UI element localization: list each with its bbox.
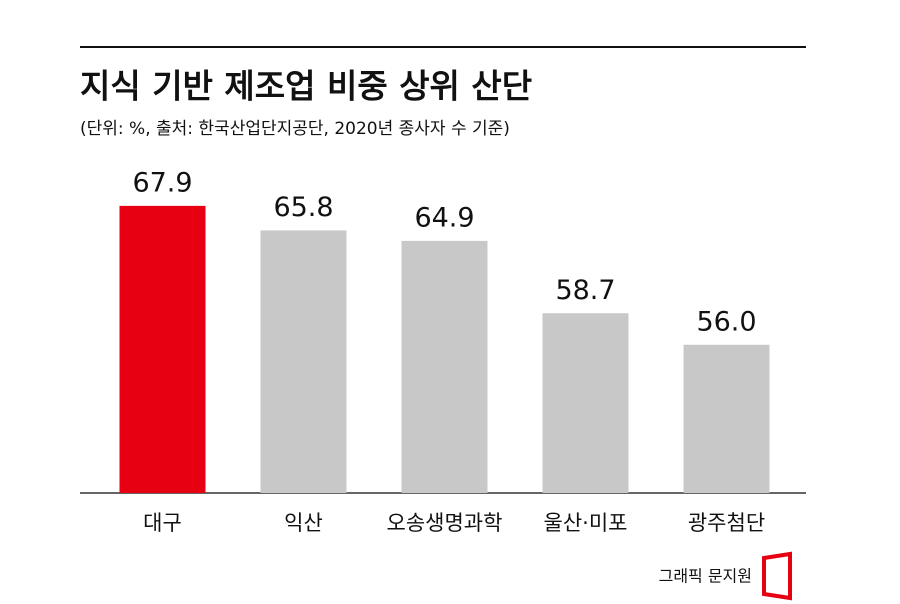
x-tick-label: 광주첨단	[688, 511, 765, 535]
logo	[762, 551, 792, 601]
x-tick-label: 익산	[284, 511, 323, 535]
chart-title: 지식 기반 제조업 비중 상위 산단	[80, 67, 532, 106]
value-label: 67.9	[132, 167, 192, 198]
bar	[260, 230, 347, 493]
credit: 그래픽 문지원	[659, 567, 752, 586]
bar	[401, 240, 488, 493]
x-tick-label: 대구	[143, 511, 182, 535]
value-label: 65.8	[273, 192, 333, 223]
bar	[542, 313, 629, 493]
chart-subtitle: (단위: %, 출처: 한국산업단지공단, 2020년 종사자 수 기준)	[80, 119, 510, 139]
value-label: 64.9	[414, 202, 474, 233]
x-tick-label: 오송생명과학	[387, 511, 503, 535]
bar	[119, 205, 206, 493]
x-tick-label: 울산·미포	[544, 511, 628, 535]
value-label: 56.0	[696, 306, 756, 337]
value-label: 58.7	[555, 275, 615, 306]
bar	[683, 344, 770, 493]
